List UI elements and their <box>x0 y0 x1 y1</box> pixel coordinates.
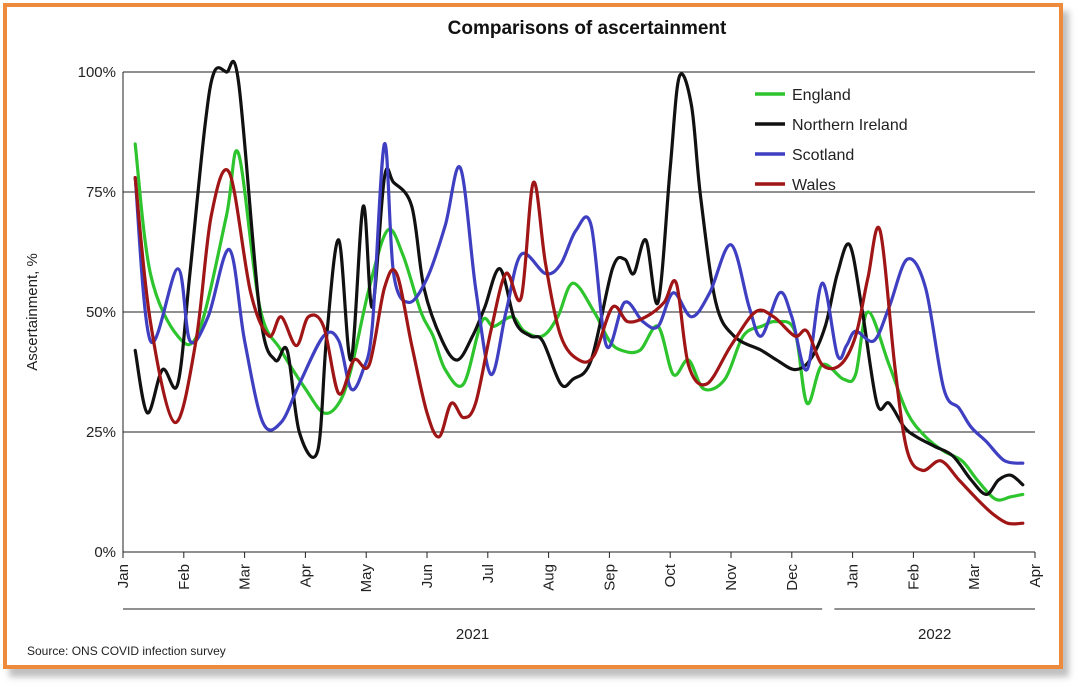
legend-label: Wales <box>792 177 836 194</box>
x-tick-label: Feb <box>905 564 922 590</box>
source-note: Source: ONS COVID infection survey <box>27 644 226 658</box>
legend-label: Scotland <box>792 147 854 164</box>
y-tick-label: 100% <box>78 64 116 81</box>
y-tick-label: 0% <box>94 544 116 561</box>
y-tick-label: 75% <box>86 184 116 201</box>
x-tick-label: Mar <box>237 564 254 590</box>
x-tick-label: Jan <box>845 564 862 588</box>
series-line-wales <box>133 168 1025 526</box>
x-tick-label: Aug <box>541 564 558 591</box>
chart-title: Comparisons of ascertainment <box>448 18 727 39</box>
x-tick-label: Jul <box>480 564 497 583</box>
series-line-northern-ireland <box>133 60 1025 496</box>
series-line-england <box>133 142 1025 502</box>
x-tick-label: Jan <box>115 564 132 588</box>
x-tick-label: Nov <box>723 564 740 591</box>
x-tick-label: Oct <box>662 563 679 587</box>
x-tick-label: Apr <box>1027 564 1044 587</box>
gridlines <box>123 71 1035 553</box>
legend-label: Northern Ireland <box>792 117 908 134</box>
x-tick-label: Apr <box>297 564 314 587</box>
legend: England Northern Ireland Scotland Wales <box>755 87 908 194</box>
year-label: 2022 <box>918 626 951 643</box>
x-tick-label: Mar <box>966 564 983 590</box>
x-tick-label: Jun <box>419 564 436 588</box>
series-lines <box>133 60 1025 526</box>
y-axis-label: Ascertainment, % <box>24 253 41 371</box>
x-tick-label: May <box>358 564 375 593</box>
year-label: 2021 <box>456 626 489 643</box>
x-tick-label: Dec <box>784 564 801 591</box>
x-axis: Jan Feb Mar Apr May Jun Jul Aug Sep Oct Nov Dec Jan F… <box>115 72 1044 643</box>
legend-label: England <box>792 87 851 104</box>
y-tick-label: 50% <box>86 304 116 321</box>
x-tick-label: Feb <box>176 564 193 590</box>
series-line-scotland <box>133 142 1025 465</box>
y-axis-ticks: 0% 25% 50% 75% 100% <box>78 64 116 561</box>
y-tick-label: 25% <box>86 424 116 441</box>
x-tick-label: Sep <box>601 564 618 591</box>
